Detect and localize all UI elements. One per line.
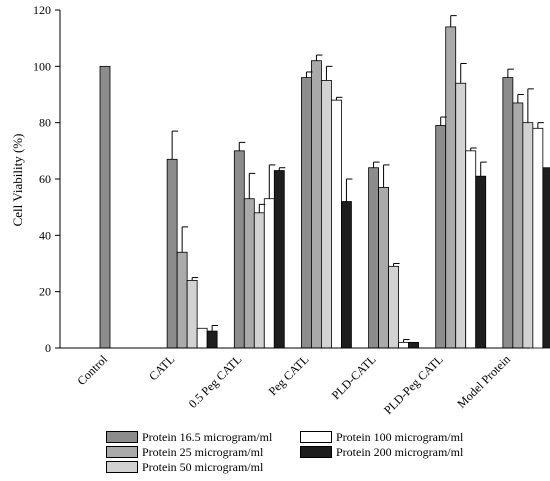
legend-swatch-protein-25: [106, 446, 138, 458]
bar-0-5-peg-catl-protein-25-microgram-ml: [243, 198, 255, 349]
bar-catl-protein-16-5-microgram-ml: [166, 158, 178, 349]
bar-model-protein-protein-200-microgram-ml: [542, 167, 550, 349]
x-tick-label-pld-catl: PLD-CATL: [329, 352, 379, 402]
bar-catl-protein-50-microgram-ml: [186, 279, 198, 349]
bar-model-protein-protein-16-5-microgram-ml: [502, 77, 514, 349]
bar-pld-peg-catl-protein-16-5-microgram-ml: [435, 125, 447, 349]
x-tick-label-model-protein: Model Protein: [454, 352, 513, 411]
bar-peg-catl-protein-50-microgram-ml: [321, 80, 332, 349]
legend-label-protein-200: Protein 200 microgram/ml: [336, 445, 464, 459]
y-tick-label-40: 40: [39, 228, 51, 242]
y-tick-label-100: 100: [33, 59, 51, 73]
y-axis-ticks: 0 20 40 60 80 100 120: [33, 3, 60, 355]
bar-pld-catl-protein-100-microgram-ml: [398, 341, 409, 349]
bar-0-5-peg-catl-protein-16-5-microgram-ml: [233, 150, 245, 349]
legend: Protein 16.5 microgram/ml Protein 25 mic…: [106, 430, 526, 474]
y-axis-title: Cell Viability (%): [10, 134, 25, 227]
legend-label-protein-25: Protein 25 microgram/ml: [142, 445, 264, 459]
legend-swatch-protein-100: [300, 431, 332, 443]
bars-layer: [99, 26, 550, 349]
x-tick-label-catl: CATL: [146, 352, 177, 383]
bar-catl-protein-25-microgram-ml: [176, 251, 188, 349]
x-tick-label-0-5-peg-catl: 0.5 Peg CATL: [186, 352, 245, 411]
bar-control-protein-16-5-microgram-ml: [99, 65, 111, 349]
cell-viability-bar-chart: 0 20 40 60 80 100 120 Control CATL 0.5 Peg CATL P…: [10, 3, 550, 417]
bar-pld-peg-catl-protein-100-microgram-ml: [465, 150, 477, 349]
bar-model-protein-protein-25-microgram-ml: [512, 102, 524, 349]
bar-pld-catl-protein-25-microgram-ml: [378, 187, 389, 349]
y-tick-label-60: 60: [39, 172, 51, 186]
bar-pld-peg-catl-protein-200-microgram-ml: [475, 175, 487, 349]
bar-peg-catl-protein-100-microgram-ml: [331, 99, 342, 349]
bar-pld-catl-protein-50-microgram-ml: [388, 265, 399, 349]
bar-peg-catl-protein-16-5-microgram-ml: [301, 77, 312, 349]
legend-swatch-protein-16-5: [106, 431, 138, 443]
x-tick-label-pld-peg-catl: PLD-Peg CATL: [381, 352, 446, 417]
error-bars-layer: [171, 15, 544, 343]
legend-label-protein-50: Protein 50 microgram/ml: [142, 460, 264, 474]
bar-0-5-peg-catl-protein-200-microgram-ml: [273, 170, 285, 349]
bar-pld-peg-catl-protein-50-microgram-ml: [455, 82, 467, 349]
bar-model-protein-protein-100-microgram-ml: [532, 127, 544, 349]
y-tick-label-120: 120: [33, 3, 51, 17]
bar-0-5-peg-catl-protein-100-microgram-ml: [263, 198, 275, 349]
bar-pld-peg-catl-protein-25-microgram-ml: [445, 26, 457, 349]
legend-swatch-protein-50: [106, 461, 138, 473]
bar-peg-catl-protein-200-microgram-ml: [341, 201, 352, 349]
x-tick-label-control: Control: [74, 352, 110, 388]
x-tick-label-peg-catl: Peg CATL: [266, 352, 312, 398]
y-tick-label-0: 0: [45, 341, 51, 355]
bar-model-protein-protein-50-microgram-ml: [522, 122, 534, 349]
x-axis-category-labels: Control CATL 0.5 Peg CATL Peg CATL PLD-CATL P…: [74, 352, 513, 417]
legend-label-protein-100: Protein 100 microgram/ml: [336, 430, 464, 444]
y-tick-label-20: 20: [39, 285, 51, 299]
bar-0-5-peg-catl-protein-50-microgram-ml: [253, 212, 265, 349]
legend-swatch-protein-200: [300, 446, 332, 458]
bar-peg-catl-protein-25-microgram-ml: [311, 60, 322, 349]
bar-pld-catl-protein-16-5-microgram-ml: [368, 167, 379, 349]
y-tick-label-80: 80: [39, 116, 51, 130]
legend-label-protein-16-5: Protein 16.5 microgram/ml: [142, 430, 273, 444]
bar-catl-protein-100-microgram-ml: [196, 327, 208, 349]
bar-pld-catl-protein-200-microgram-ml: [408, 341, 419, 349]
bar-catl-protein-200-microgram-ml: [206, 330, 218, 349]
